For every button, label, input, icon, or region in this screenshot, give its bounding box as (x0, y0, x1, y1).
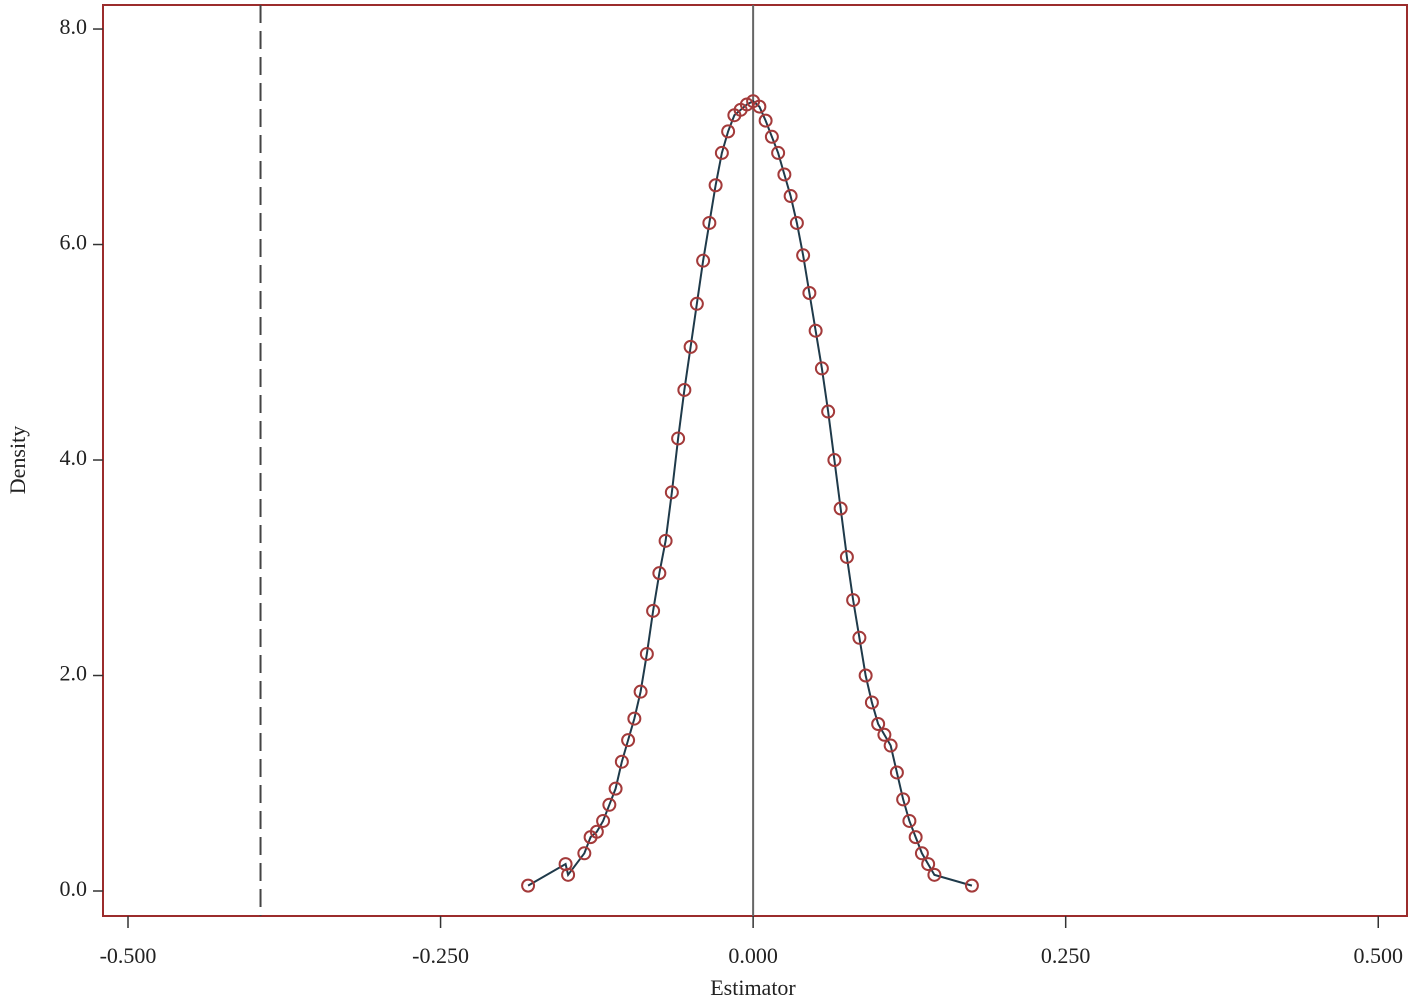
y-tick-label: 2.0 (60, 661, 88, 686)
point (664, 485, 679, 500)
point (577, 846, 592, 861)
point (802, 286, 817, 301)
x-tick-label: 0.250 (1041, 943, 1091, 968)
point (789, 215, 804, 230)
point (758, 113, 773, 128)
point (521, 878, 536, 893)
x-tick-label: -0.500 (100, 943, 157, 968)
point (871, 716, 886, 731)
point (858, 668, 873, 683)
point (646, 603, 661, 618)
point (827, 453, 842, 468)
point (821, 404, 836, 419)
point (608, 781, 623, 796)
point (921, 857, 936, 872)
point (561, 867, 576, 882)
point (677, 382, 692, 397)
point (777, 167, 792, 182)
point (671, 431, 686, 446)
point (783, 189, 798, 204)
y-tick-label: 8.0 (60, 14, 88, 39)
point (771, 145, 786, 160)
point (927, 867, 942, 882)
point (914, 846, 929, 861)
point (658, 533, 673, 548)
y-tick-label: 4.0 (60, 445, 88, 470)
y-tick-label: 6.0 (60, 230, 88, 255)
point (808, 323, 823, 338)
point (889, 765, 904, 780)
point (708, 178, 723, 193)
x-tick-label: -0.250 (412, 943, 469, 968)
point (877, 727, 892, 742)
x-tick-label: 0.500 (1353, 943, 1403, 968)
point (639, 646, 654, 661)
y-tick-label: 0.0 (60, 876, 88, 901)
point (633, 684, 648, 699)
y-axis-label: Density (5, 426, 30, 494)
density-curve (527, 100, 973, 887)
point (902, 813, 917, 828)
point (796, 248, 811, 263)
point (696, 253, 711, 268)
point (714, 145, 729, 160)
point (833, 501, 848, 516)
x-axis-label: Estimator (710, 975, 796, 1000)
point (602, 797, 617, 812)
point (596, 813, 611, 828)
point (621, 733, 636, 748)
point (908, 830, 923, 845)
point (752, 99, 767, 114)
point (589, 824, 604, 839)
point (883, 738, 898, 753)
x-tick-label: 0.000 (728, 943, 778, 968)
point (702, 215, 717, 230)
plot-frame (102, 4, 1408, 917)
point (764, 129, 779, 144)
point (627, 711, 642, 726)
point (839, 549, 854, 564)
point (652, 566, 667, 581)
point (964, 878, 979, 893)
point (896, 792, 911, 807)
point (689, 296, 704, 311)
point (852, 630, 867, 645)
point (814, 361, 829, 376)
point (846, 593, 861, 608)
point (683, 339, 698, 354)
point (721, 124, 736, 139)
point (614, 754, 629, 769)
point (864, 695, 879, 710)
